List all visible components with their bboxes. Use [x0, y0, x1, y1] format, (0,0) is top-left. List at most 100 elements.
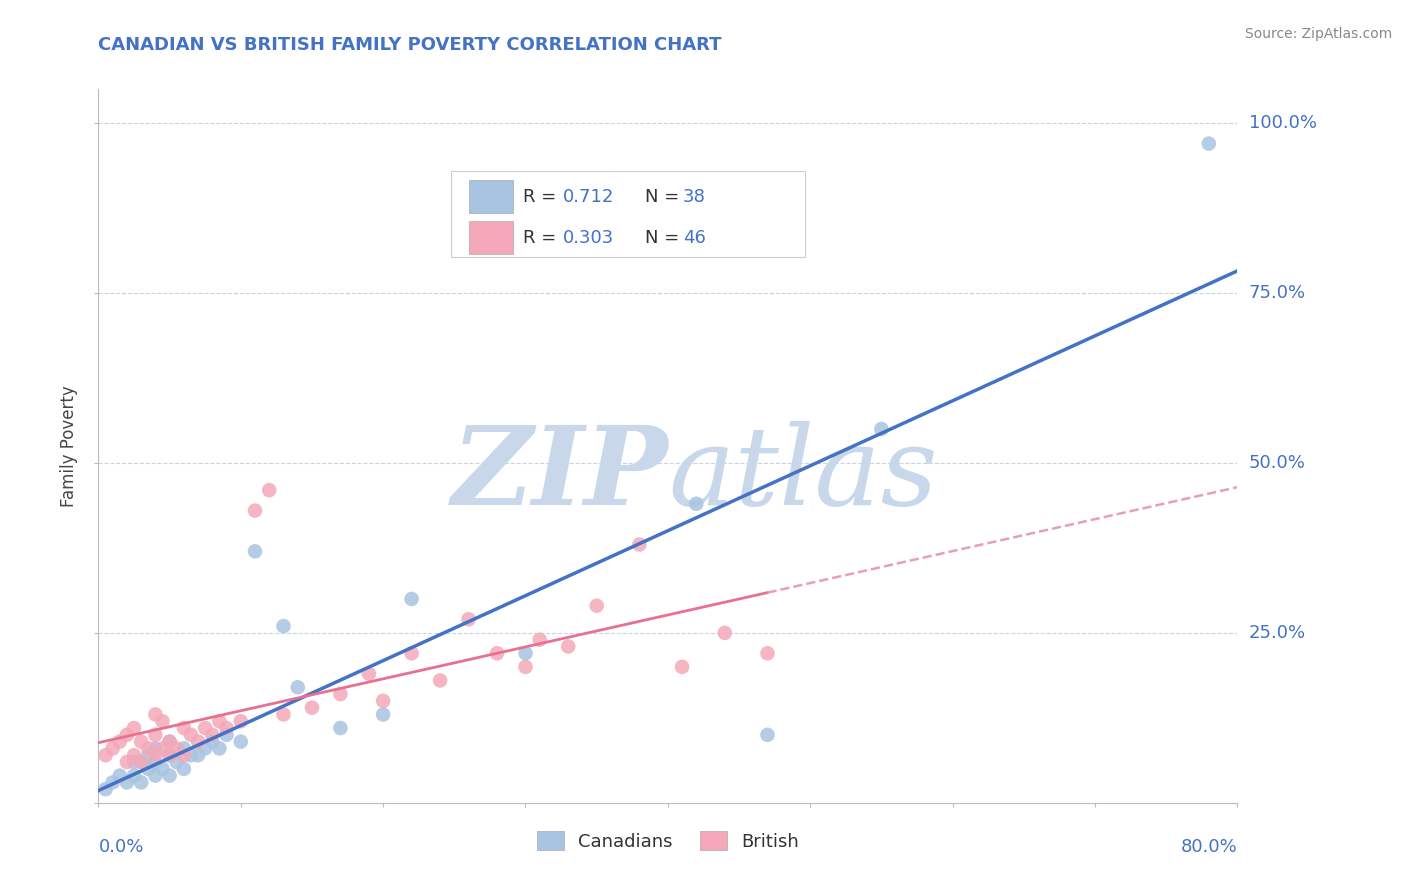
- Point: [457, 612, 479, 626]
- Point: [145, 755, 167, 769]
- Point: [287, 680, 309, 694]
- Point: [136, 748, 159, 763]
- Point: [122, 769, 145, 783]
- Legend: Canadians, British: Canadians, British: [530, 824, 806, 858]
- Text: 25.0%: 25.0%: [1249, 624, 1306, 642]
- Point: [208, 741, 231, 756]
- Point: [194, 721, 217, 735]
- Point: [129, 755, 152, 769]
- Point: [187, 734, 209, 748]
- Point: [486, 646, 509, 660]
- Text: 46: 46: [683, 228, 706, 246]
- Point: [145, 741, 167, 756]
- Point: [229, 734, 252, 748]
- Point: [159, 769, 181, 783]
- Text: R =: R =: [523, 228, 562, 246]
- Point: [201, 734, 224, 748]
- Point: [122, 721, 145, 735]
- Point: [152, 741, 174, 756]
- Point: [129, 734, 152, 748]
- Point: [145, 728, 167, 742]
- Point: [180, 748, 202, 763]
- Text: 80.0%: 80.0%: [1181, 838, 1237, 856]
- Point: [173, 721, 195, 735]
- Point: [166, 741, 188, 756]
- Text: N =: N =: [645, 228, 685, 246]
- Point: [173, 748, 195, 763]
- Point: [628, 537, 651, 551]
- Point: [1198, 136, 1220, 151]
- Point: [194, 741, 217, 756]
- Point: [152, 714, 174, 729]
- Point: [122, 755, 145, 769]
- Point: [714, 626, 737, 640]
- Text: R =: R =: [523, 188, 562, 206]
- Point: [215, 721, 238, 735]
- Point: [129, 775, 152, 789]
- Point: [301, 700, 323, 714]
- Point: [101, 775, 124, 789]
- Text: ZIP: ZIP: [451, 421, 668, 528]
- Point: [671, 660, 693, 674]
- Point: [173, 762, 195, 776]
- Point: [136, 741, 159, 756]
- Text: 0.712: 0.712: [562, 188, 614, 206]
- FancyBboxPatch shape: [451, 171, 804, 257]
- Point: [870, 422, 893, 436]
- Point: [159, 748, 181, 763]
- Point: [373, 707, 395, 722]
- Point: [243, 544, 266, 558]
- Point: [273, 619, 295, 633]
- Text: 75.0%: 75.0%: [1249, 284, 1306, 302]
- Point: [201, 728, 224, 742]
- Point: [136, 762, 159, 776]
- Text: N =: N =: [645, 188, 685, 206]
- Text: 0.0%: 0.0%: [98, 838, 143, 856]
- Point: [159, 748, 181, 763]
- Point: [115, 728, 138, 742]
- Point: [401, 591, 423, 606]
- Point: [159, 734, 181, 748]
- Point: [273, 707, 295, 722]
- Point: [145, 769, 167, 783]
- Text: 100.0%: 100.0%: [1249, 114, 1316, 132]
- Text: CANADIAN VS BRITISH FAMILY POVERTY CORRELATION CHART: CANADIAN VS BRITISH FAMILY POVERTY CORRE…: [98, 36, 721, 54]
- Point: [557, 640, 579, 654]
- Point: [515, 646, 537, 660]
- Text: atlas: atlas: [668, 421, 938, 528]
- Point: [259, 483, 281, 498]
- Point: [108, 734, 131, 748]
- Point: [208, 714, 231, 729]
- Point: [756, 646, 779, 660]
- Point: [94, 782, 117, 797]
- FancyBboxPatch shape: [468, 221, 513, 254]
- FancyBboxPatch shape: [468, 180, 513, 213]
- Point: [515, 660, 537, 674]
- Point: [585, 599, 607, 613]
- Point: [243, 503, 266, 517]
- Point: [129, 755, 152, 769]
- Point: [145, 748, 167, 763]
- Point: [329, 721, 352, 735]
- Point: [756, 728, 779, 742]
- Point: [529, 632, 551, 647]
- Point: [685, 497, 707, 511]
- Point: [429, 673, 451, 688]
- Point: [180, 728, 202, 742]
- Point: [101, 741, 124, 756]
- Y-axis label: Family Poverty: Family Poverty: [60, 385, 79, 507]
- Point: [115, 775, 138, 789]
- Point: [401, 646, 423, 660]
- Text: 50.0%: 50.0%: [1249, 454, 1306, 472]
- Point: [229, 714, 252, 729]
- Point: [329, 687, 352, 701]
- Point: [108, 769, 131, 783]
- Point: [145, 707, 167, 722]
- Text: 0.303: 0.303: [562, 228, 614, 246]
- Point: [159, 734, 181, 748]
- Text: Source: ZipAtlas.com: Source: ZipAtlas.com: [1244, 27, 1392, 41]
- Text: 38: 38: [683, 188, 706, 206]
- Point: [122, 748, 145, 763]
- Point: [373, 694, 395, 708]
- Point: [152, 762, 174, 776]
